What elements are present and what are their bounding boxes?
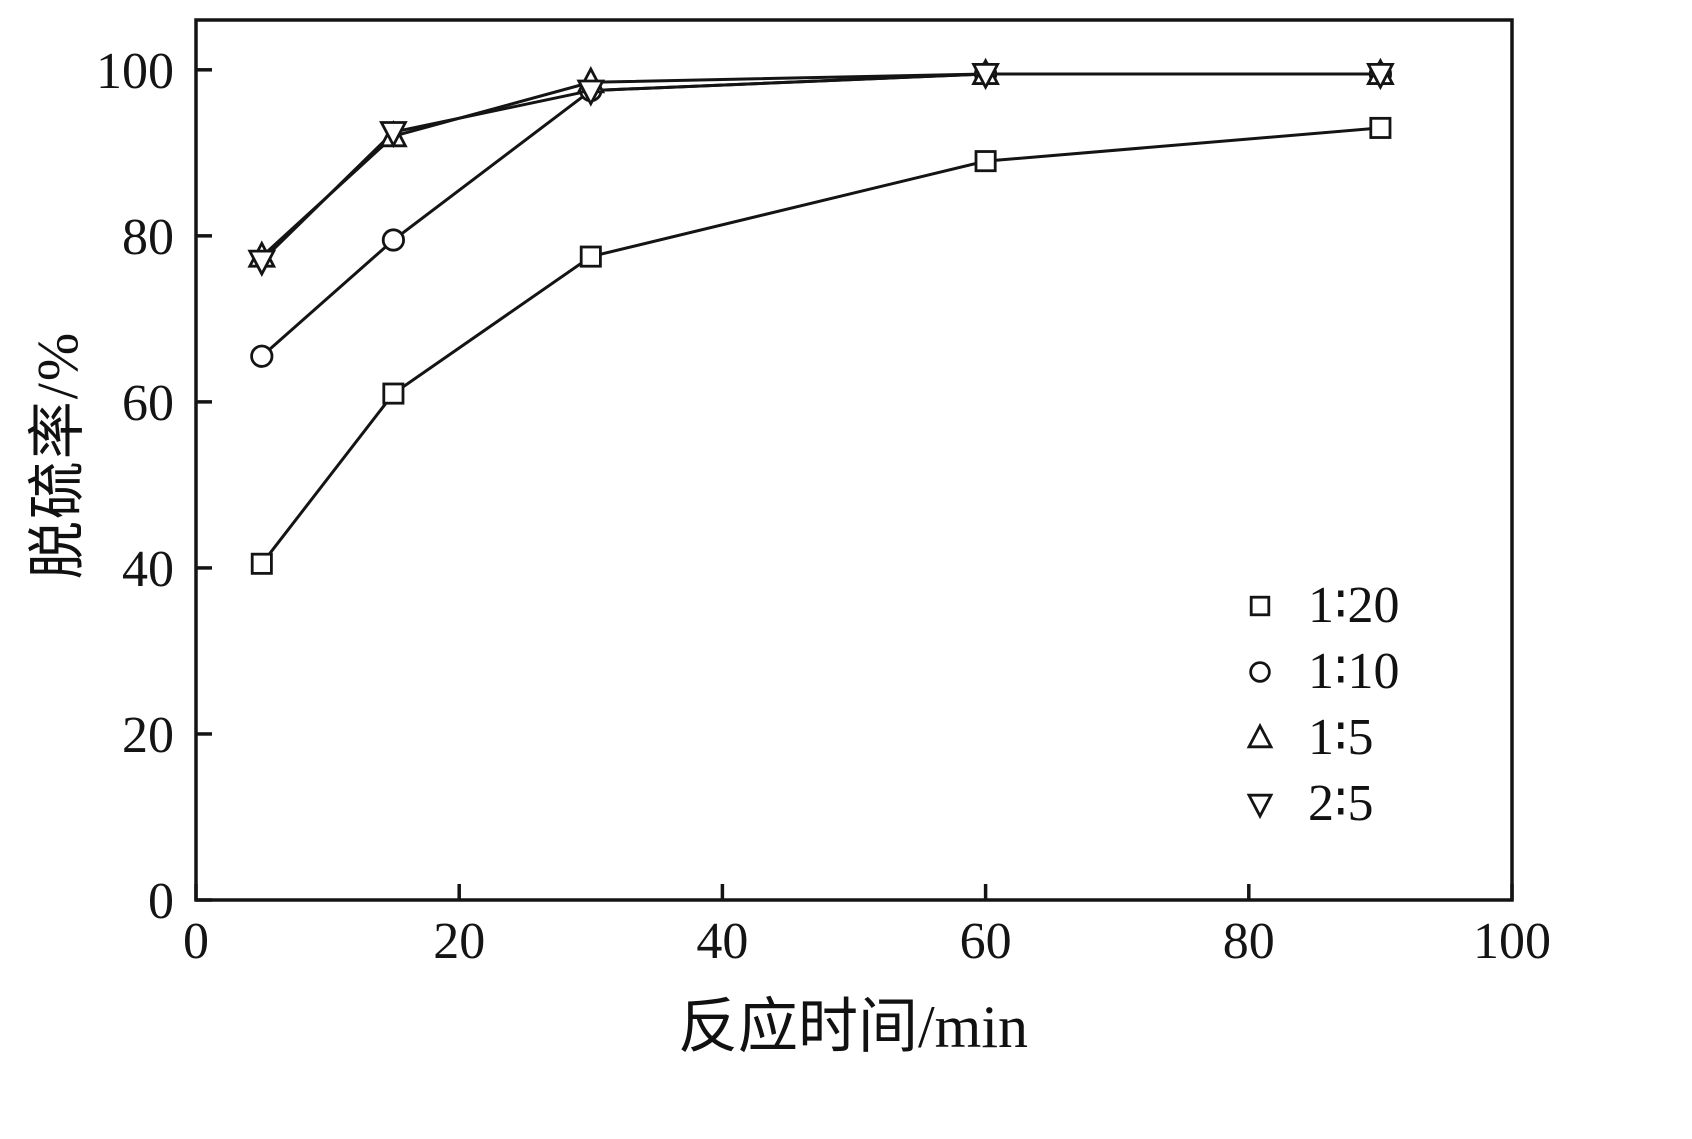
legend-item: 1∶5 — [1238, 710, 1400, 766]
data-point-marker-triangle-down — [379, 121, 408, 149]
x-tick-label: 0 — [183, 913, 209, 970]
data-point-marker-square — [250, 552, 273, 575]
data-point-marker-square — [1369, 116, 1392, 139]
circle-legend-icon — [1249, 661, 1271, 683]
x-tick-label: 40 — [696, 913, 748, 970]
series-line — [260, 72, 1381, 358]
series-line — [260, 72, 1381, 262]
y-axis-label: 脱硫率/% — [25, 330, 90, 580]
data-point-marker-square — [1249, 595, 1271, 617]
legend: 1∶20 1∶10 1∶5 2∶5 — [1238, 578, 1400, 832]
y-tick-label: 60 — [122, 375, 174, 432]
data-point-marker-square — [974, 150, 997, 173]
data-point-marker-triangle-down — [576, 79, 606, 107]
legend-label: 1∶20 — [1308, 577, 1400, 634]
data-point-marker-triangle-down — [1246, 793, 1274, 820]
data-point-marker-triangle-down — [971, 62, 1000, 91]
x-tick-label: 80 — [1223, 913, 1275, 970]
triangle-down-legend-icon — [1246, 793, 1274, 820]
data-point-marker-square — [579, 245, 602, 268]
x-tick-label: 20 — [433, 913, 485, 970]
legend-label: 1∶10 — [1308, 643, 1400, 700]
x-tick-label: 100 — [1473, 913, 1551, 970]
triangle-up-legend-icon — [1246, 722, 1274, 749]
y-tick-label: 40 — [122, 541, 174, 598]
series-line — [260, 126, 1381, 565]
data-point-marker-square — [382, 382, 405, 405]
y-tick-label: 0 — [148, 873, 174, 930]
square-legend-icon — [1249, 595, 1271, 617]
data-point-marker-triangle-down — [247, 249, 277, 277]
legend-item: 1∶20 — [1238, 578, 1400, 634]
data-point-marker-triangle-up — [1246, 722, 1274, 749]
legend-item: 2∶5 — [1238, 776, 1400, 832]
x-tick-label: 60 — [960, 913, 1012, 970]
y-tick-label: 100 — [96, 43, 174, 100]
y-tick-label: 20 — [122, 707, 174, 764]
x-axis-label: 反应时间/min — [677, 994, 1029, 1060]
plot-frame — [194, 18, 1514, 902]
legend-label: 1∶5 — [1308, 709, 1374, 766]
y-tick-label: 80 — [122, 209, 174, 266]
data-point-marker-circle — [1249, 661, 1271, 683]
data-point-marker-triangle-down — [1366, 62, 1395, 91]
data-point-marker-circle — [381, 228, 405, 252]
series-line — [260, 72, 1381, 258]
legend-item: 1∶10 — [1238, 644, 1400, 700]
data-point-marker-circle — [250, 344, 274, 368]
legend-label: 2∶5 — [1308, 775, 1374, 832]
